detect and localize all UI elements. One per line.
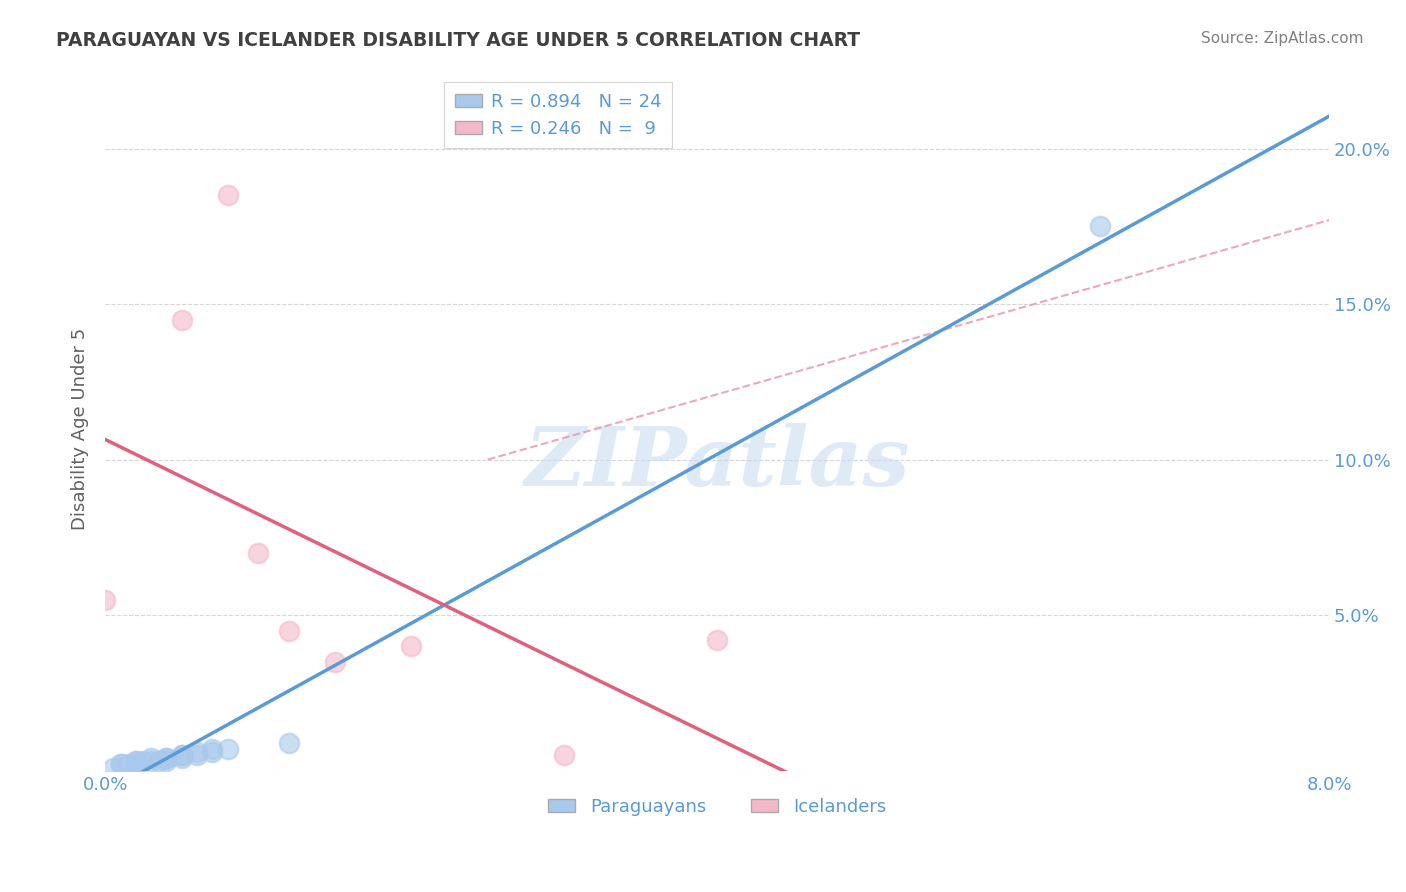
Point bbox=[132, 755, 155, 769]
Point bbox=[399, 640, 422, 654]
Point bbox=[148, 755, 170, 769]
Point bbox=[277, 624, 299, 638]
Point bbox=[125, 755, 148, 769]
Point bbox=[170, 748, 193, 763]
Point bbox=[186, 748, 208, 763]
Point bbox=[94, 592, 117, 607]
Point bbox=[125, 755, 148, 769]
Point bbox=[117, 757, 139, 772]
Point bbox=[139, 755, 162, 769]
Text: ZIPatlas: ZIPatlas bbox=[524, 423, 910, 503]
Point bbox=[155, 755, 177, 769]
Point bbox=[1088, 219, 1111, 234]
Point bbox=[155, 751, 177, 765]
Point bbox=[201, 742, 224, 756]
Point bbox=[125, 757, 148, 772]
Point bbox=[706, 633, 728, 648]
Point bbox=[186, 745, 208, 759]
Point bbox=[170, 748, 193, 763]
Text: Source: ZipAtlas.com: Source: ZipAtlas.com bbox=[1201, 31, 1364, 46]
Point bbox=[139, 751, 162, 765]
Text: PARAGUAYAN VS ICELANDER DISABILITY AGE UNDER 5 CORRELATION CHART: PARAGUAYAN VS ICELANDER DISABILITY AGE U… bbox=[56, 31, 860, 50]
Point bbox=[110, 757, 132, 772]
Y-axis label: Disability Age Under 5: Disability Age Under 5 bbox=[72, 327, 89, 530]
Point bbox=[101, 761, 124, 775]
Point bbox=[155, 751, 177, 765]
Legend: Paraguayans, Icelanders: Paraguayans, Icelanders bbox=[541, 791, 893, 823]
Point bbox=[323, 655, 346, 669]
Point bbox=[217, 188, 239, 202]
Point bbox=[247, 546, 270, 560]
Point bbox=[201, 745, 224, 759]
Point bbox=[170, 312, 193, 326]
Point bbox=[110, 757, 132, 772]
Point bbox=[277, 736, 299, 750]
Point bbox=[170, 751, 193, 765]
Point bbox=[217, 742, 239, 756]
Point bbox=[553, 748, 575, 763]
